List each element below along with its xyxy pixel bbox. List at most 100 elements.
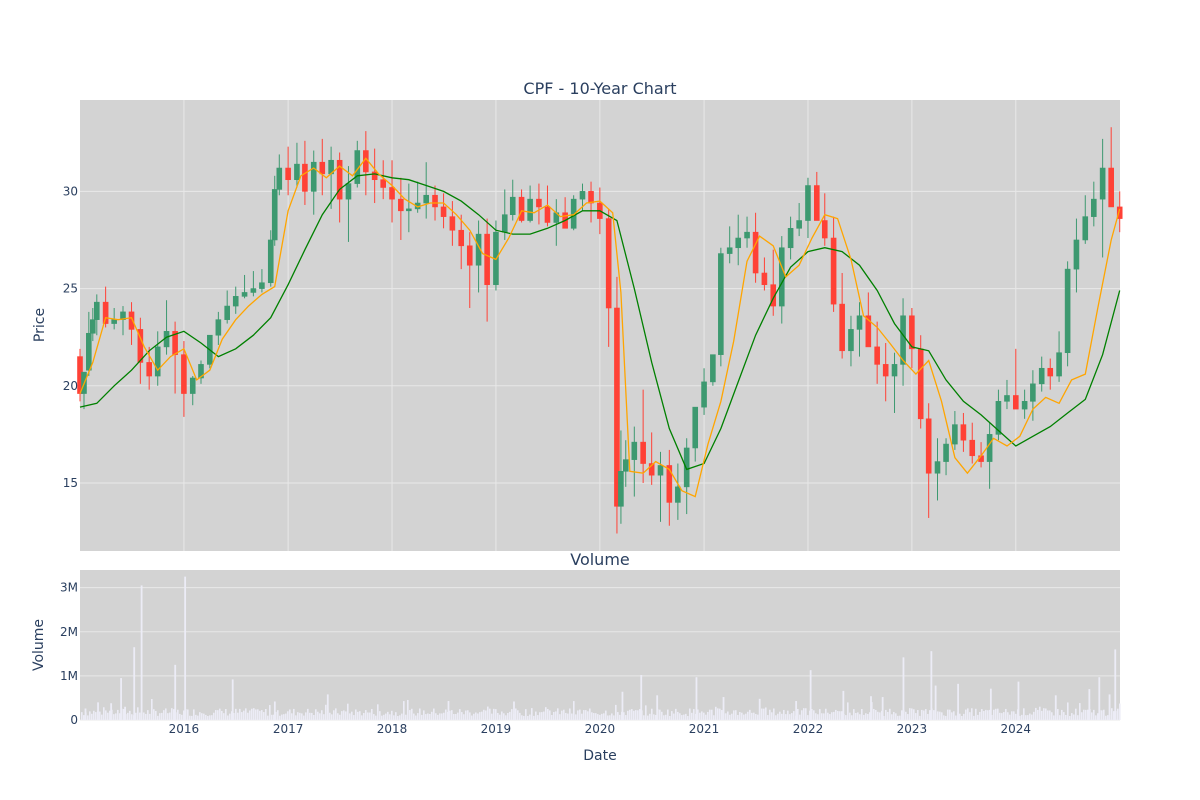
volume-bar: [965, 709, 967, 720]
volume-bar: [1041, 710, 1043, 720]
volume-bar: [99, 711, 101, 720]
volume-bar: [815, 713, 817, 720]
volume-bar: [765, 707, 767, 720]
candle-body: [285, 167, 291, 181]
volume-bar: [891, 714, 893, 720]
volume-bar: [671, 711, 673, 720]
volume-bar-series: [81, 576, 1121, 720]
volume-bar: [541, 712, 543, 720]
volume-bar: [523, 715, 525, 720]
candle-body: [648, 463, 655, 476]
volume-bar: [631, 709, 633, 720]
volume-bar: [851, 715, 853, 720]
volume-bar: [649, 713, 651, 720]
candle-body: [752, 231, 759, 274]
volume-bar: [471, 715, 473, 720]
volume-bar: [669, 716, 671, 720]
volume-bar: [169, 712, 171, 720]
volume-bar: [233, 713, 235, 720]
volume-bar: [417, 713, 419, 720]
volume-bar: [393, 715, 395, 720]
volume-bar: [273, 714, 275, 720]
volume-bar: [993, 709, 995, 720]
candle-body: [128, 311, 135, 330]
volume-bar: [547, 709, 549, 720]
volume-bar: [623, 712, 625, 720]
volume-bar: [213, 712, 215, 720]
volume-bar: [131, 714, 133, 720]
candle-body: [839, 303, 845, 352]
volume-bar: [187, 709, 189, 720]
volume-bar: [373, 714, 375, 720]
volume-bar: [391, 710, 393, 720]
volume-spike-bar: [957, 683, 960, 720]
volume-bar: [561, 710, 563, 720]
volume-bar: [849, 712, 851, 720]
candle-body: [389, 187, 395, 200]
volume-bar: [93, 710, 95, 720]
volume-plot-area: [80, 570, 1120, 720]
volume-bar: [775, 715, 777, 720]
volume-bar: [421, 714, 423, 720]
volume-bar: [329, 712, 331, 720]
volume-bar: [163, 710, 165, 720]
volume-bar: [461, 712, 463, 720]
volume-y-tick-label: 2M: [60, 625, 78, 639]
volume-bar: [455, 714, 457, 720]
x-tick-label: 2018: [377, 722, 408, 736]
volume-bar: [985, 709, 987, 720]
volume-bar: [431, 711, 433, 720]
volume-bar: [761, 708, 763, 720]
volume-bar: [1057, 709, 1059, 720]
chart-title: CPF - 10-Year Chart: [523, 79, 676, 98]
volume-bar: [699, 712, 701, 720]
volume-spike-bar: [174, 664, 177, 720]
volume-bar: [989, 709, 991, 720]
candle-body: [120, 311, 126, 320]
candle-body: [666, 465, 673, 503]
volume-bar: [877, 711, 879, 720]
volume-bar: [1025, 715, 1027, 720]
candle-body: [440, 206, 447, 217]
volume-bar: [247, 712, 249, 720]
candle-body: [90, 319, 96, 334]
volume-bar: [205, 714, 207, 720]
volume-bar: [1013, 711, 1015, 720]
volume-spike-bar: [934, 685, 937, 720]
volume-grid: [80, 587, 1120, 721]
volume-bar: [593, 713, 595, 720]
candle-body: [805, 185, 811, 221]
volume-bar: [383, 714, 385, 720]
volume-spike-bar: [930, 651, 933, 720]
volume-bar: [525, 709, 527, 720]
volume-bar: [179, 713, 181, 720]
volume-bar: [615, 704, 617, 720]
volume-bar: [981, 709, 983, 720]
volume-bar: [325, 704, 327, 720]
candle-body: [1004, 395, 1010, 402]
volume-bar: [913, 709, 915, 720]
candle-body: [701, 381, 707, 408]
volume-bar: [311, 712, 313, 720]
volume-bar: [83, 715, 85, 720]
candle-body: [398, 198, 404, 212]
volume-bar: [637, 710, 639, 720]
candle-body: [198, 364, 204, 379]
volume-bar: [379, 711, 381, 720]
volume-bar: [677, 711, 679, 720]
volume-bar: [907, 714, 909, 720]
volume-bar: [589, 708, 591, 720]
volume-bar: [753, 712, 755, 720]
volume-bar: [403, 701, 405, 720]
volume-bar: [777, 713, 779, 720]
candle-body: [891, 364, 898, 377]
volume-bar: [343, 710, 345, 720]
volume-bar: [1047, 710, 1049, 720]
volume-bar: [101, 714, 103, 720]
volume-bar: [647, 715, 649, 720]
candle-body: [319, 161, 326, 175]
volume-bar: [801, 710, 803, 720]
volume-bar: [239, 708, 241, 720]
volume-bar: [1119, 703, 1121, 720]
x-tick-label: 2019: [481, 722, 512, 736]
